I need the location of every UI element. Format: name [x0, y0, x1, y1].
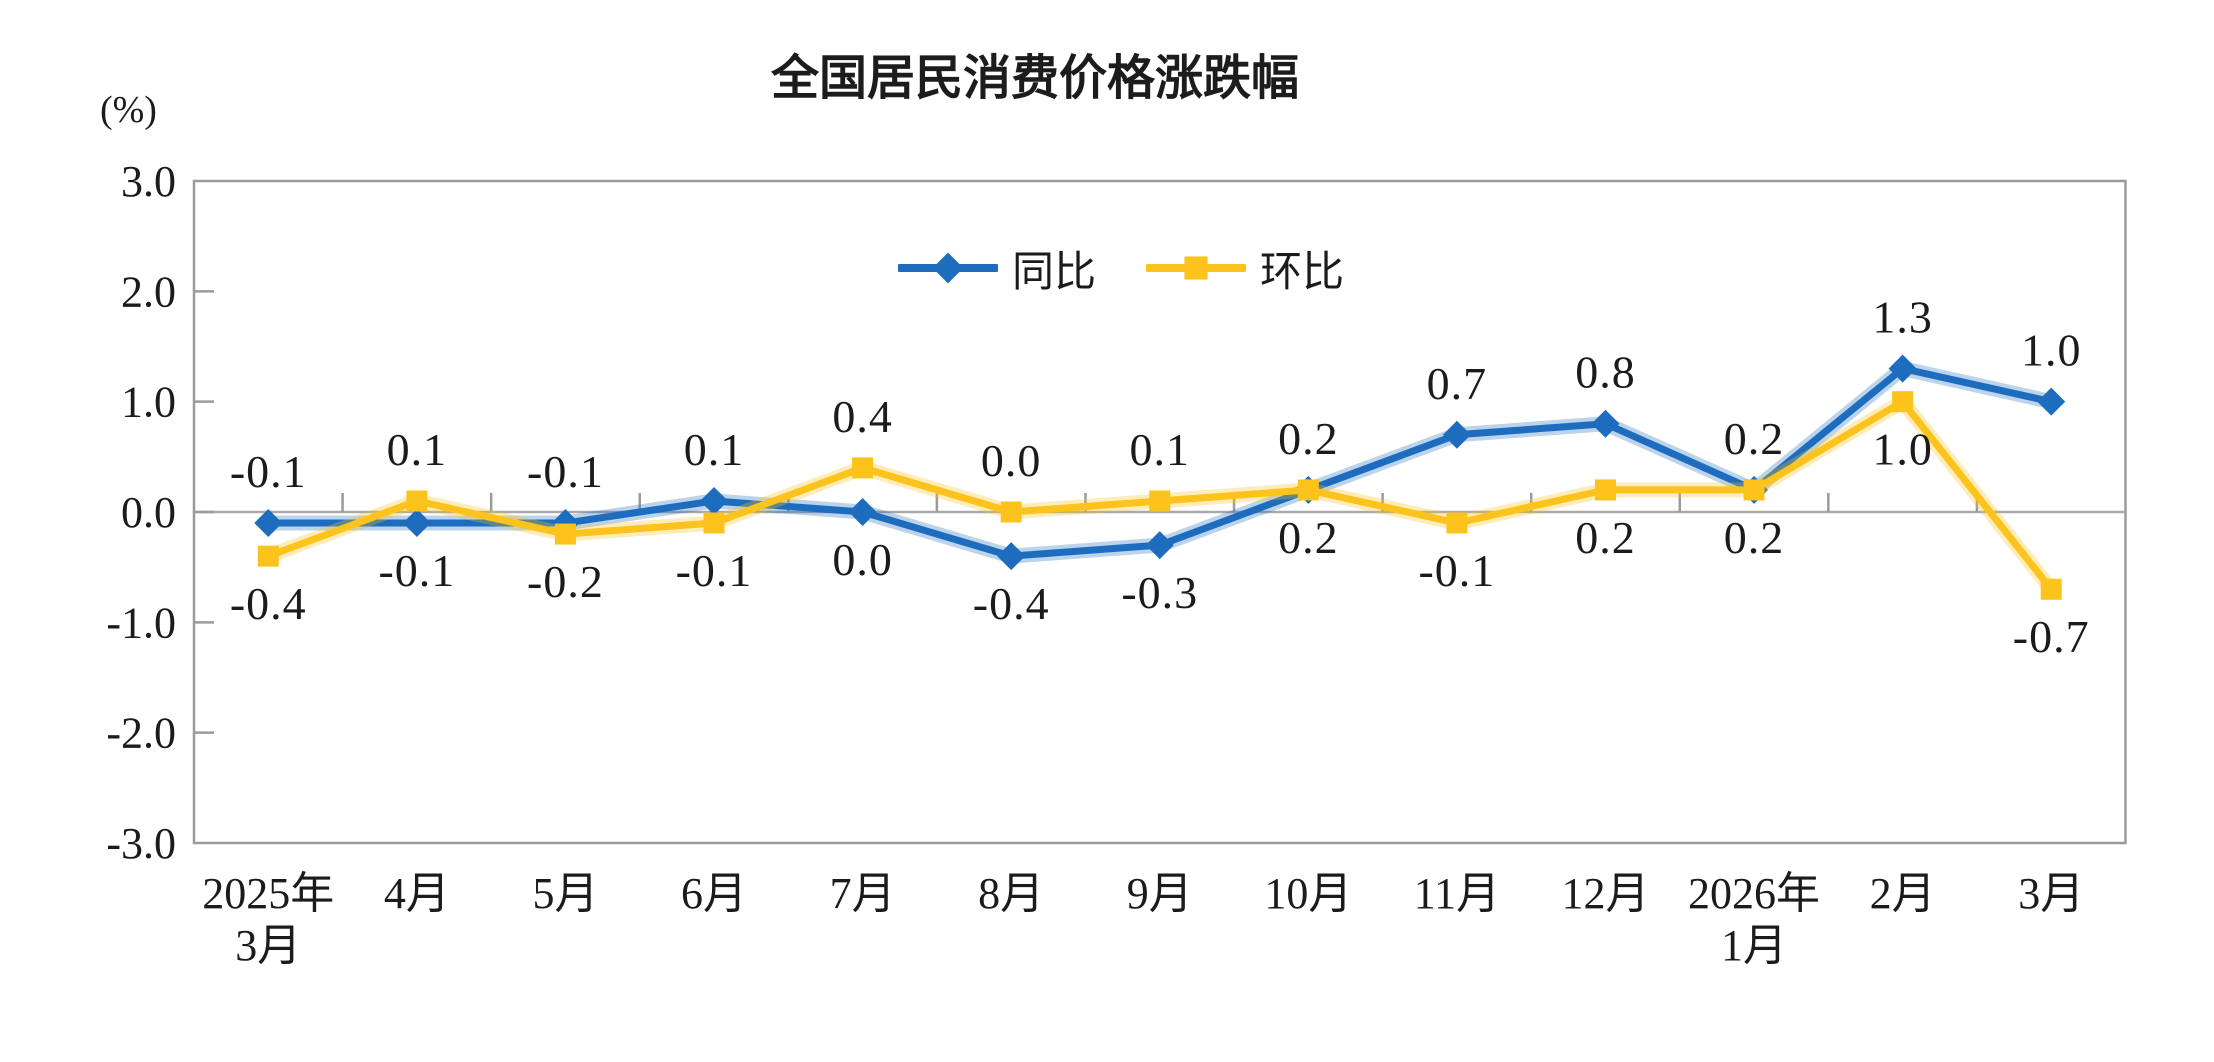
y-tick-label: -3.0 — [106, 819, 176, 868]
x-tick-label: 4月 — [384, 869, 450, 918]
marker-mom-5 — [1000, 501, 1022, 523]
data-label-mom-5: 0.0 — [981, 435, 1042, 486]
y-axis-unit-label: (%) — [100, 89, 157, 131]
data-label-yoy-4: 0.0 — [832, 534, 893, 585]
x-tick-label: 2026年 — [1688, 869, 1820, 918]
marker-yoy-6 — [1145, 531, 1174, 560]
x-tick-label: 8月 — [978, 869, 1044, 918]
marker-yoy-1 — [402, 509, 431, 538]
data-label-yoy-1: -0.1 — [378, 545, 455, 596]
data-label-mom-3: -0.1 — [676, 545, 753, 596]
marker-mom-0 — [257, 545, 279, 567]
data-label-mom-11: 1.0 — [1872, 424, 1933, 475]
x-tick-label: 3月 — [235, 921, 301, 970]
data-label-yoy-0: -0.1 — [230, 446, 307, 497]
marker-yoy-9 — [1591, 409, 1620, 438]
marker-yoy-8 — [1442, 420, 1471, 449]
legend-item-yoy[interactable]: 同比 — [898, 238, 1096, 299]
y-tick-label: -1.0 — [106, 598, 176, 647]
x-tick-label: 3月 — [2018, 869, 2084, 918]
data-label-mom-2: -0.2 — [527, 556, 604, 607]
x-tick-label: 2月 — [1870, 869, 1936, 918]
marker-yoy-4 — [848, 498, 877, 526]
marker-mom-8 — [1446, 512, 1468, 534]
marker-mom-2 — [554, 523, 576, 545]
x-tick-label: 6月 — [681, 869, 747, 918]
data-label-yoy-5: -0.4 — [973, 578, 1050, 629]
x-tick-label: 5月 — [532, 869, 598, 918]
marker-mom-1 — [406, 490, 428, 512]
data-label-mom-1: 0.1 — [387, 424, 448, 475]
chart-title: 全国居民消费价格涨跌幅 — [770, 52, 1300, 105]
y-tick-label: 0.0 — [121, 488, 176, 537]
marker-mom-4 — [852, 457, 874, 479]
data-label-yoy-6: -0.3 — [1121, 567, 1198, 618]
legend-label-mom: 环比 — [1260, 249, 1345, 296]
legend-swatch-yoy — [898, 252, 998, 284]
data-label-yoy-3: 0.1 — [684, 424, 745, 475]
legend-marker-yoy — [932, 252, 964, 284]
data-label-mom-7: 0.2 — [1278, 512, 1339, 563]
marker-mom-6 — [1149, 490, 1171, 512]
data-label-yoy-10: 0.2 — [1724, 413, 1785, 464]
legend-label-yoy: 同比 — [1012, 249, 1097, 296]
x-tick-label: 11月 — [1414, 869, 1500, 918]
y-tick-label: 1.0 — [121, 378, 176, 427]
marker-mom-11 — [1892, 391, 1914, 413]
data-label-yoy-8: 0.7 — [1427, 358, 1488, 409]
marker-mom-3 — [703, 512, 725, 534]
y-tick-label: 3.0 — [121, 157, 176, 206]
marker-yoy-11 — [1888, 354, 1917, 383]
legend-swatch-mom — [1146, 256, 1247, 280]
data-label-mom-12: -0.7 — [2013, 611, 2090, 662]
x-tick-label: 1月 — [1721, 921, 1787, 970]
data-label-yoy-12: 1.0 — [2021, 325, 2082, 376]
x-tick-label: 9月 — [1127, 869, 1193, 918]
chart-legend: 同比 环比 — [898, 240, 1344, 296]
y-tick-label: 2.0 — [121, 267, 176, 316]
x-tick-label: 12月 — [1561, 869, 1649, 918]
marker-yoy-3 — [700, 486, 729, 515]
data-label-mom-4: 0.4 — [832, 391, 893, 442]
marker-yoy-5 — [997, 542, 1026, 571]
data-label-mom-10: 0.2 — [1724, 512, 1785, 563]
data-label-yoy-7: 0.2 — [1278, 413, 1339, 464]
marker-mom-12 — [2040, 578, 2062, 600]
marker-yoy-12 — [2037, 387, 2066, 416]
data-label-mom-8: -0.1 — [1418, 545, 1495, 596]
marker-mom-10 — [1743, 479, 1765, 501]
legend-item-mom[interactable]: 环比 — [1146, 238, 1344, 299]
y-tick-label: -2.0 — [106, 709, 176, 758]
data-label-mom-6: 0.1 — [1130, 424, 1191, 475]
data-label-mom-9: 0.2 — [1575, 512, 1636, 563]
data-label-mom-0: -0.4 — [230, 578, 307, 629]
marker-mom-9 — [1594, 479, 1616, 501]
marker-yoy-0 — [254, 509, 283, 538]
x-tick-label: 2025年 — [202, 869, 334, 918]
x-tick-label: 10月 — [1264, 869, 1352, 918]
x-tick-label: 7月 — [830, 869, 896, 918]
marker-mom-7 — [1297, 479, 1319, 501]
legend-marker-mom — [1184, 256, 1208, 280]
data-label-yoy-11: 1.3 — [1872, 292, 1933, 343]
data-label-yoy-9: 0.8 — [1575, 347, 1636, 398]
data-label-yoy-2: -0.1 — [527, 446, 604, 497]
